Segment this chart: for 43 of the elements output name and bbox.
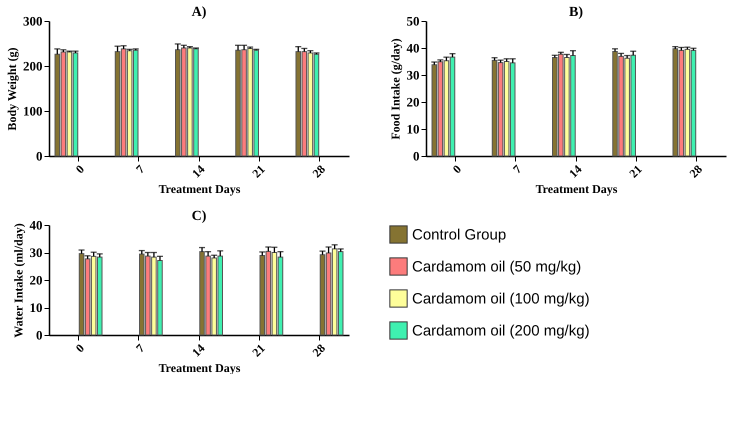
x-tick-label: 7: [133, 162, 148, 176]
y-tick-label: 10: [30, 300, 42, 315]
x-tick-label: 0: [72, 162, 88, 176]
x-tick-label: 28: [310, 162, 328, 180]
y-tick-label: 40: [30, 218, 42, 232]
y-axis-title: Food Intake (g/day): [388, 38, 402, 140]
y-tick-label: 40: [406, 40, 420, 56]
y-tick-label: 300: [23, 14, 42, 28]
y-tick-label: 0: [36, 148, 42, 164]
legend-label: Cardamom oil (50 mg/kg): [412, 258, 582, 276]
y-tick-label: 20: [406, 94, 420, 110]
x-tick-label: 0: [450, 162, 464, 176]
chart-title: C): [192, 209, 207, 224]
y-tick-label: 0: [413, 148, 420, 164]
x-tick-label: 21: [249, 341, 268, 360]
y-tick-label: 30: [406, 68, 420, 82]
y-tick-label: 200: [23, 58, 42, 74]
y-tick-label: 0: [36, 328, 42, 342]
x-tick-label: 0: [72, 341, 88, 356]
x-tick-label: 7: [133, 341, 148, 356]
x-tick-label: 21: [249, 162, 268, 180]
y-tick-label: 50: [406, 14, 420, 28]
y-tick-label: 100: [23, 104, 42, 118]
x-axis-title: Treatment Days: [536, 182, 618, 196]
y-tick-label: 30: [30, 245, 42, 260]
legend-label: Cardamom oil (200 mg/kg): [412, 322, 590, 340]
x-tick-label: 28: [686, 162, 705, 180]
y-axis-title: Water Intake (ml/day): [12, 223, 26, 338]
y-tick-label: 20: [30, 272, 42, 288]
x-tick-label: 21: [626, 162, 645, 180]
y-tick-label: 10: [406, 122, 420, 136]
x-tick-label: 14: [566, 162, 584, 180]
y-axis-title: Body Weight (g): [5, 47, 19, 131]
legend-label: Control Group: [412, 226, 506, 244]
legend-label: Cardamom oil (100 mg/kg): [412, 290, 590, 308]
x-tick-label: 7: [510, 162, 524, 176]
chart-title: B): [569, 5, 584, 20]
x-tick-label: 28: [310, 341, 328, 360]
x-axis-title: Treatment Days: [158, 182, 241, 196]
x-tick-label: 14: [189, 162, 208, 180]
x-tick-label: 14: [189, 341, 208, 360]
chart-title: A): [192, 5, 207, 20]
x-axis-title: Treatment Days: [158, 360, 241, 375]
